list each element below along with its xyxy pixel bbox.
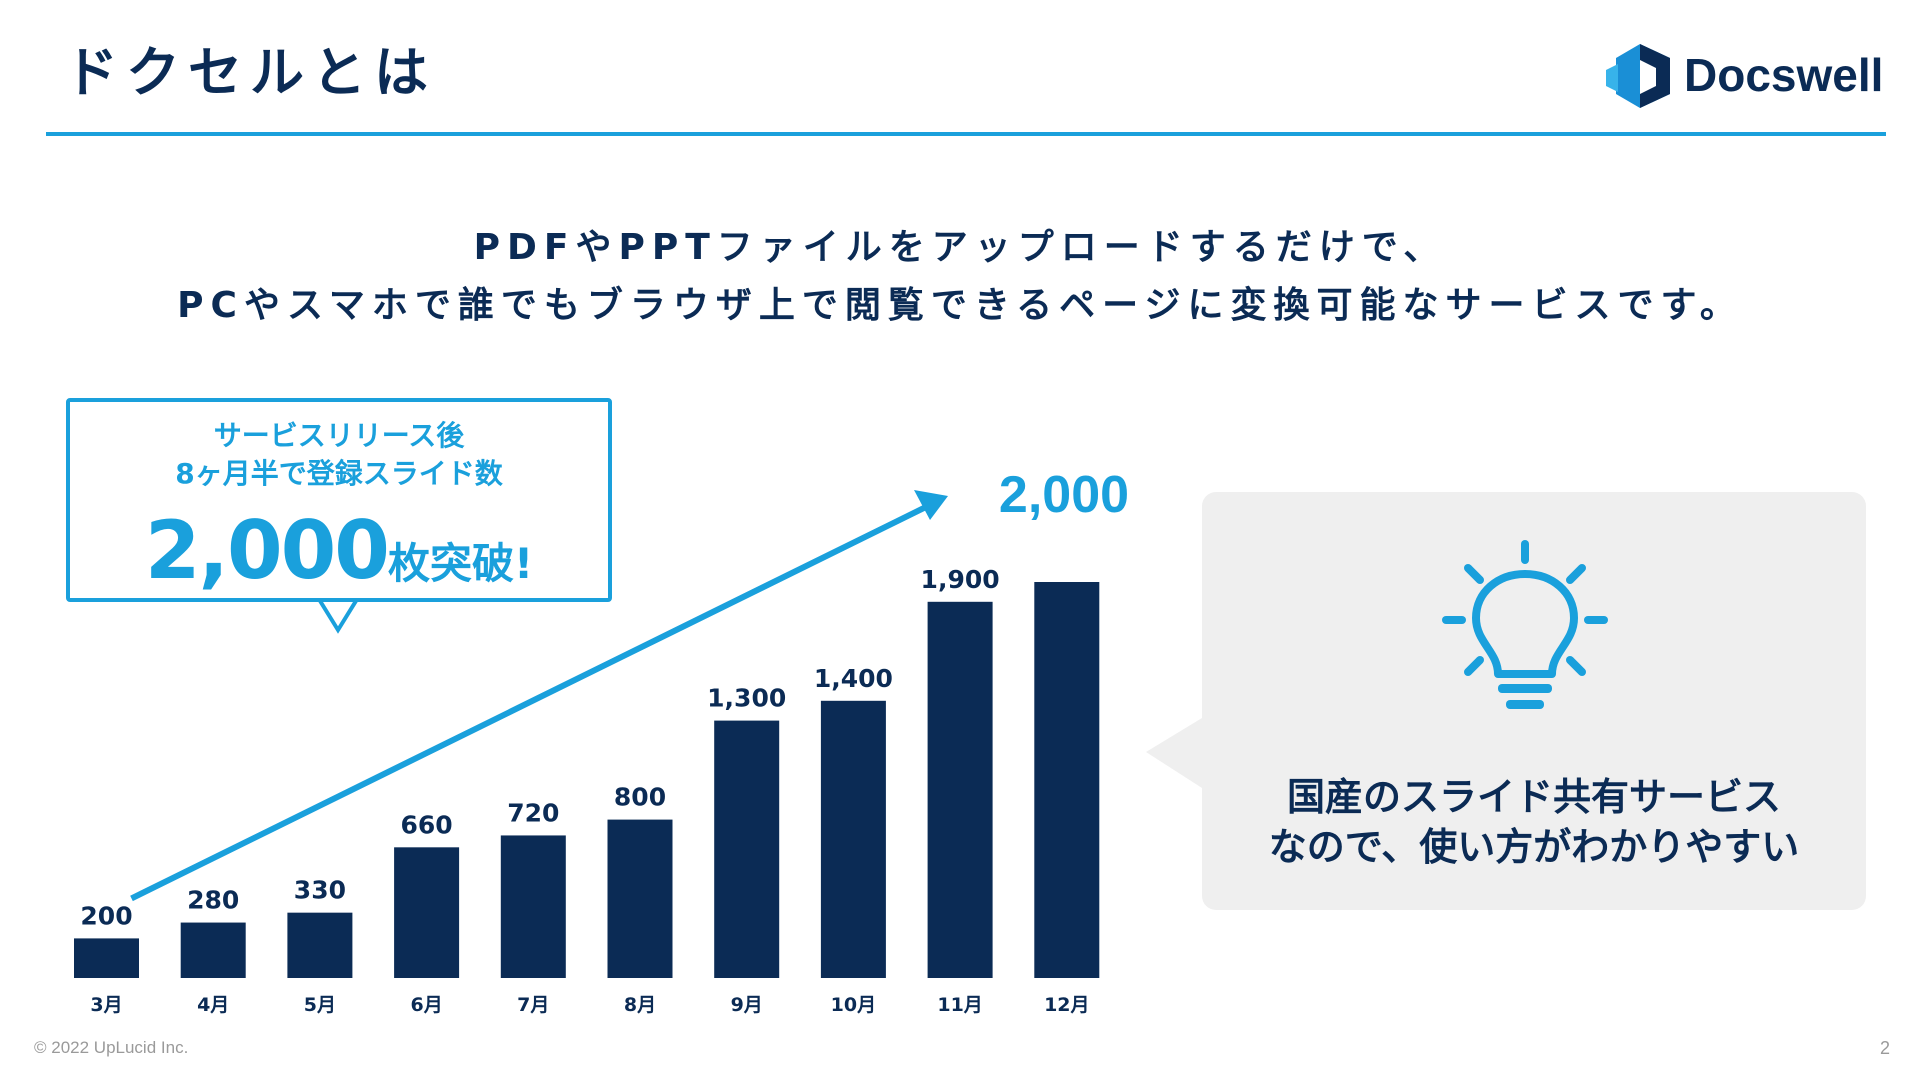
data-label-11月: 1,900 [921,565,1000,594]
callout-suffix: 枚突破! [387,539,534,588]
category-label-8月: 8月 [624,994,656,1016]
callout-line-1: サービスリリース後 [213,419,465,452]
category-label-5月: 5月 [304,994,336,1016]
data-label-8月: 800 [614,783,666,812]
category-label-12月: 12月 [1044,994,1089,1016]
callout-line-2: 8ヶ月半で登録スライド数 [175,457,503,490]
data-label-10月: 1,400 [814,664,893,693]
data-label-6月: 660 [401,810,453,839]
bar-8月 [607,819,673,978]
category-label-4月: 4月 [197,994,229,1016]
category-label-6月: 6月 [410,994,442,1016]
data-label-5月: 330 [294,876,346,905]
bar-4月 [180,922,246,978]
trend-arrowhead [914,490,948,520]
info-line-2: なので、使い方がわかりやすい [1268,825,1800,869]
category-label-11月: 11月 [937,994,982,1016]
category-label-7月: 7月 [517,994,549,1016]
header-rule [46,132,1886,136]
category-label-10月: 10月 [831,994,876,1016]
data-label-9月: 1,300 [707,684,786,713]
callout-highlight: 2,000枚突破! [70,504,608,597]
copyright: © 2022 UpLucid Inc. [34,1038,189,1057]
bar-7月 [500,835,566,978]
data-label-3月: 200 [80,901,132,930]
bar-9月 [714,720,780,978]
info-panel-pointer [1146,718,1202,788]
trend-arrow-line [130,501,934,902]
data-label-4月: 280 [187,886,239,915]
page-number: 2 [1880,1038,1891,1058]
trend-label: 2,000 [999,466,1129,524]
page-title: ドクセルとは [64,41,436,104]
callout-number: 2,000 [144,504,390,597]
callout-box: サービスリリース後 8ヶ月半で登録スライド数 2,000枚突破! [66,398,612,602]
data-label-7月: 720 [507,798,559,827]
docswell-logo: Docswell [1604,40,1884,112]
lead-line-2: PCやスマホで誰でもブラウザ上で閲覧できるページに変換可能なサービスです。 [177,285,1743,326]
bar-12月 [1034,582,1100,978]
lightbulb-icon [1442,540,1608,709]
category-label-3月: 3月 [90,994,122,1016]
info-line-1: 国産のスライド共有サービス [1286,775,1781,819]
bar-6月 [394,847,460,978]
bar-3月 [74,938,139,978]
bar-5月 [287,912,353,978]
logo-text: Docswell [1684,49,1884,101]
bar-11月 [927,601,993,978]
category-label-9月: 9月 [731,994,763,1016]
lead-line-1: PDFやPPTファイルをアップロードするだけで、 [473,227,1447,268]
docswell-logo-icon [1606,44,1670,108]
callout-tail [315,596,361,634]
bar-10月 [820,700,886,978]
